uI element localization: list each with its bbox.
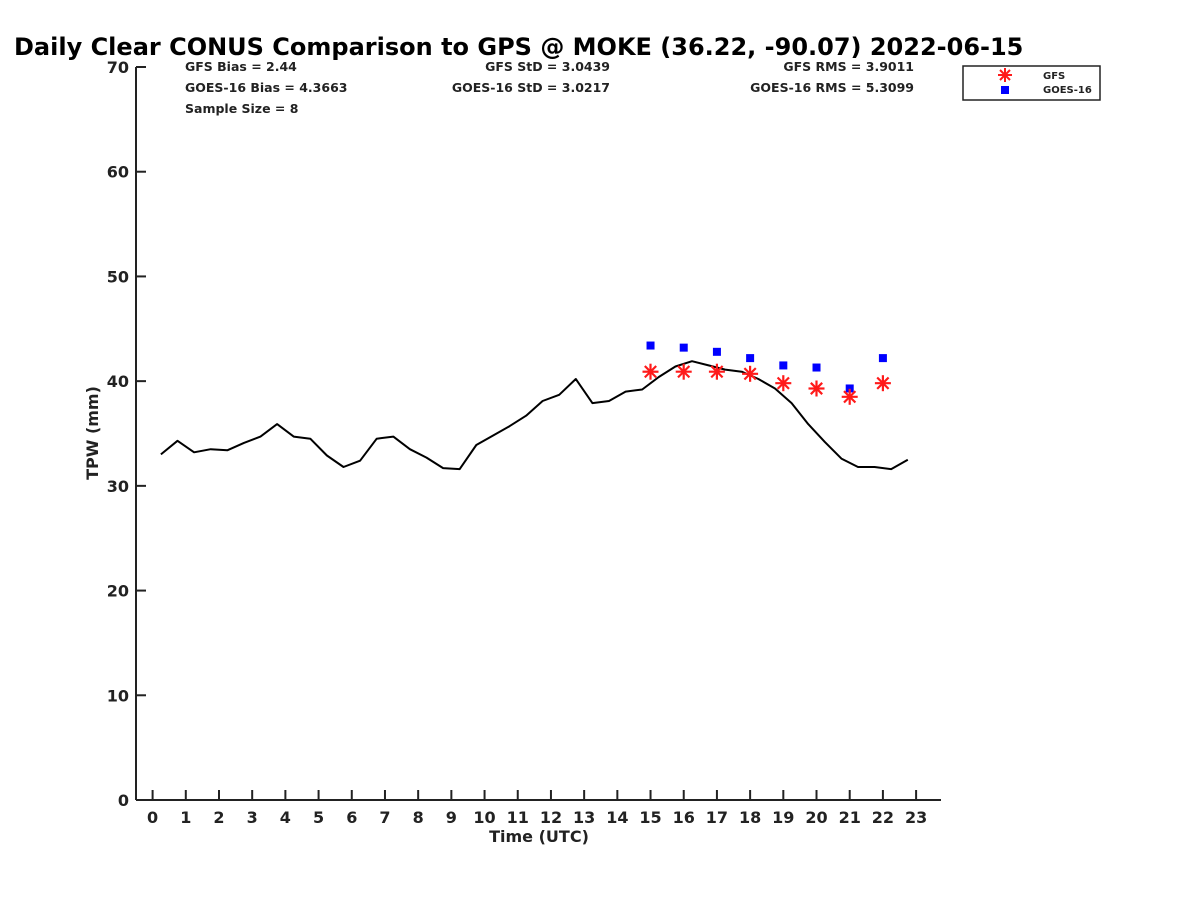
goes-16-point [779,361,788,370]
gfs-point [642,363,659,380]
legend-gfs-label: GFS [1043,71,1065,82]
gfs-point [742,365,759,382]
x-tick-label: 19 [772,808,794,827]
gfs-point [808,380,825,397]
gfs-point [841,388,858,405]
x-tick-label: 23 [905,808,927,827]
stats-block: GFS Bias = 2.44 GOES-16 Bias = 4.3663 Sa… [185,59,914,116]
x-tick-label: 3 [247,808,258,827]
x-tick-label: 12 [540,808,562,827]
x-tick-label: 16 [673,808,695,827]
legend-goes-marker [1001,86,1009,94]
y-tick-label: 10 [107,686,129,705]
gfs-point [874,375,891,392]
x-tick-label: 11 [507,808,529,827]
goes-16-point [812,363,821,372]
y-tick-label: 70 [107,58,129,77]
x-ticks: 0 1 2 3 4 5 6 7 8 9 10 11 12 13 14 15 16 17 18 19 20 21 22 23 [147,790,927,827]
x-tick-label: 21 [839,808,861,827]
x-tick-label: 10 [473,808,495,827]
x-tick-label: 20 [805,808,827,827]
stat-gfs-rms: GFS RMS = 3.9011 [783,59,914,74]
gfs-point [708,363,725,380]
goes-16-point [679,343,688,352]
y-ticks: 0 10 20 30 40 50 60 70 [107,58,146,810]
x-tick-label: 13 [573,808,595,827]
legend: GFS GOES-16 [962,65,1101,101]
gfs-point [675,363,692,380]
stat-goes-std: GOES-16 StD = 3.0217 [452,80,610,95]
stat-goes-rms: GOES-16 RMS = 5.3099 [750,80,914,95]
y-tick-label: 30 [107,477,129,496]
x-tick-label: 9 [446,808,457,827]
y-tick-label: 20 [107,582,129,601]
x-tick-label: 1 [180,808,191,827]
x-tick-label: 22 [872,808,894,827]
x-tick-label: 8 [413,808,424,827]
y-tick-label: 40 [107,372,129,391]
x-tick-label: 5 [313,808,324,827]
x-tick-label: 0 [147,808,158,827]
gps-tpw-line [160,360,909,471]
x-tick-label: 2 [213,808,224,827]
y-axis-label: TPW (mm) [83,386,102,480]
goes-16-point [712,347,721,356]
y-tick-label: 50 [107,267,129,286]
x-tick-label: 7 [379,808,390,827]
stat-goes-bias: GOES-16 Bias = 4.3663 [185,80,347,95]
legend-box [962,65,1101,101]
gfs-point [775,375,792,392]
y-tick-label: 0 [118,791,129,810]
axes [135,67,941,801]
x-tick-label: 14 [606,808,628,827]
goes-16-point [646,341,655,350]
goes-16-point [845,384,854,393]
x-tick-label: 6 [346,808,357,827]
goes-16-point [746,354,755,363]
x-axis-label: Time (UTC) [489,827,589,846]
x-tick-label: 17 [706,808,728,827]
goes-16-point [878,354,887,363]
y-tick-label: 60 [107,163,129,182]
legend-goes-label: GOES-16 [1043,85,1092,96]
x-tick-label: 15 [639,808,661,827]
legend-gfs-marker [998,68,1012,82]
plot-area [160,341,909,471]
x-tick-label: 4 [280,808,291,827]
stat-sample-size: Sample Size = 8 [185,101,298,116]
stat-gfs-bias: GFS Bias = 2.44 [185,59,297,74]
chart-title: Daily Clear CONUS Comparison to GPS @ MO… [14,33,1023,61]
x-tick-label: 18 [739,808,761,827]
stat-gfs-std: GFS StD = 3.0439 [485,59,610,74]
